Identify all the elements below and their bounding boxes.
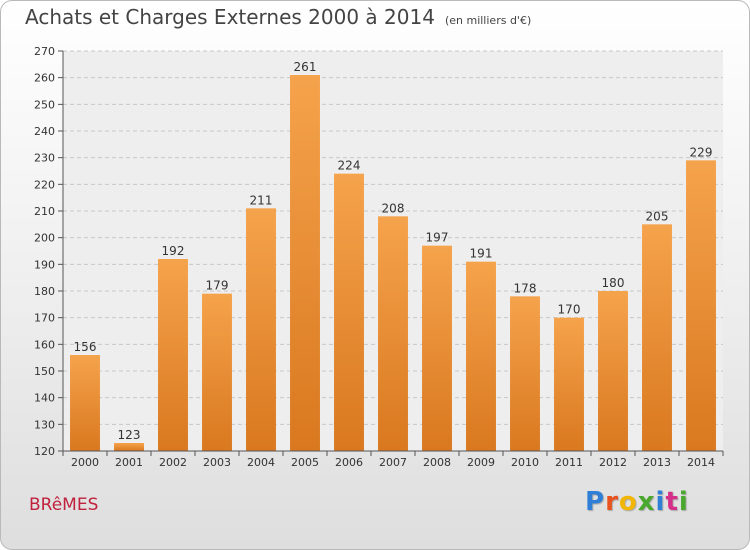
data-label: 208 xyxy=(382,201,405,215)
bar-2002 xyxy=(158,259,188,451)
proxiti-logo[interactable]: Proxiti xyxy=(585,487,689,517)
y-tick-label: 140 xyxy=(34,392,55,405)
data-label: 123 xyxy=(118,428,141,442)
data-label: 191 xyxy=(470,247,493,261)
y-tick-label: 200 xyxy=(34,232,55,245)
bar-2000 xyxy=(70,355,100,451)
bar-2009 xyxy=(466,261,496,451)
data-label: 197 xyxy=(426,231,449,245)
bar-2007 xyxy=(378,216,408,451)
bar-2008 xyxy=(422,245,452,451)
logo-letter: r xyxy=(605,487,619,517)
x-tick-label: 2003 xyxy=(203,456,231,469)
bar-2003 xyxy=(202,293,232,451)
bar-2013 xyxy=(642,224,672,451)
x-tick-label: 2014 xyxy=(687,456,715,469)
x-tick-label: 2009 xyxy=(467,456,495,469)
title-unit: (en milliers d'€) xyxy=(444,14,532,27)
bar-2012 xyxy=(598,291,628,451)
bar-2004 xyxy=(246,208,276,451)
bar-2001 xyxy=(114,443,144,451)
y-tick-label: 120 xyxy=(34,445,55,458)
data-label: 179 xyxy=(206,279,229,293)
bar-2010 xyxy=(510,296,540,451)
data-label: 205 xyxy=(646,209,669,223)
logo-letter: P xyxy=(585,487,606,517)
logo-letter: i xyxy=(678,487,689,517)
y-tick-label: 250 xyxy=(34,98,55,111)
x-tick-label: 2011 xyxy=(555,456,583,469)
x-tick-label: 2010 xyxy=(511,456,539,469)
x-tick-label: 2001 xyxy=(115,456,143,469)
x-tick-label: 2013 xyxy=(643,456,671,469)
x-tick-label: 2012 xyxy=(599,456,627,469)
y-tick-label: 230 xyxy=(34,152,55,165)
bar-2014 xyxy=(686,160,716,452)
x-tick-label: 2000 xyxy=(71,456,99,469)
x-tick-label: 2004 xyxy=(247,456,275,469)
data-label: 170 xyxy=(558,303,581,317)
y-axis: 120 130 140 150 160 170 180 190 200 210 220 230 240 2… xyxy=(34,45,64,458)
x-tick-label: 2005 xyxy=(291,456,319,469)
y-tick-label: 240 xyxy=(34,125,55,138)
y-tick-label: 270 xyxy=(34,45,55,58)
data-label: 156 xyxy=(74,340,97,354)
y-tick-label: 220 xyxy=(34,178,55,191)
data-label: 192 xyxy=(162,244,185,258)
data-label: 261 xyxy=(294,60,317,74)
bars xyxy=(70,75,716,452)
x-axis: 2000 2001 2002 2003 2004 2005 2006 2007 2008 2009… xyxy=(62,450,724,469)
y-tick-label: 210 xyxy=(34,205,55,218)
x-tick-label: 2007 xyxy=(379,456,407,469)
data-label: 180 xyxy=(602,276,625,290)
y-tick-label: 260 xyxy=(34,72,55,85)
bar-2005 xyxy=(290,75,320,451)
data-label: 229 xyxy=(690,145,713,159)
logo-letter: x xyxy=(637,487,656,517)
title-main: Achats et Charges Externes 2000 à 2014 xyxy=(25,5,435,29)
logo-letter: t xyxy=(665,487,679,517)
data-labels: 156 123 192 179 211 261 224 208 197 191 178 170 180 2… xyxy=(74,60,713,442)
chart-title: Achats et Charges Externes 2000 à 2014 (e… xyxy=(25,5,531,29)
logo-letter: i xyxy=(655,487,666,517)
x-tick-label: 2006 xyxy=(335,456,363,469)
y-tick-label: 150 xyxy=(34,365,55,378)
bar-2011 xyxy=(554,317,584,451)
data-label: 224 xyxy=(338,159,361,173)
y-tick-label: 130 xyxy=(34,418,55,431)
logo-letter: o xyxy=(618,487,638,517)
x-tick-label: 2008 xyxy=(423,456,451,469)
y-tick-label: 190 xyxy=(34,258,55,271)
data-label: 178 xyxy=(514,281,537,295)
x-tick-label: 2002 xyxy=(159,456,187,469)
data-label: 211 xyxy=(250,193,273,207)
y-tick-label: 160 xyxy=(34,338,55,351)
y-tick-label: 180 xyxy=(34,285,55,298)
place-name: BRêMES xyxy=(29,495,99,515)
y-tick-label: 170 xyxy=(34,312,55,325)
bar-2006 xyxy=(334,173,364,451)
